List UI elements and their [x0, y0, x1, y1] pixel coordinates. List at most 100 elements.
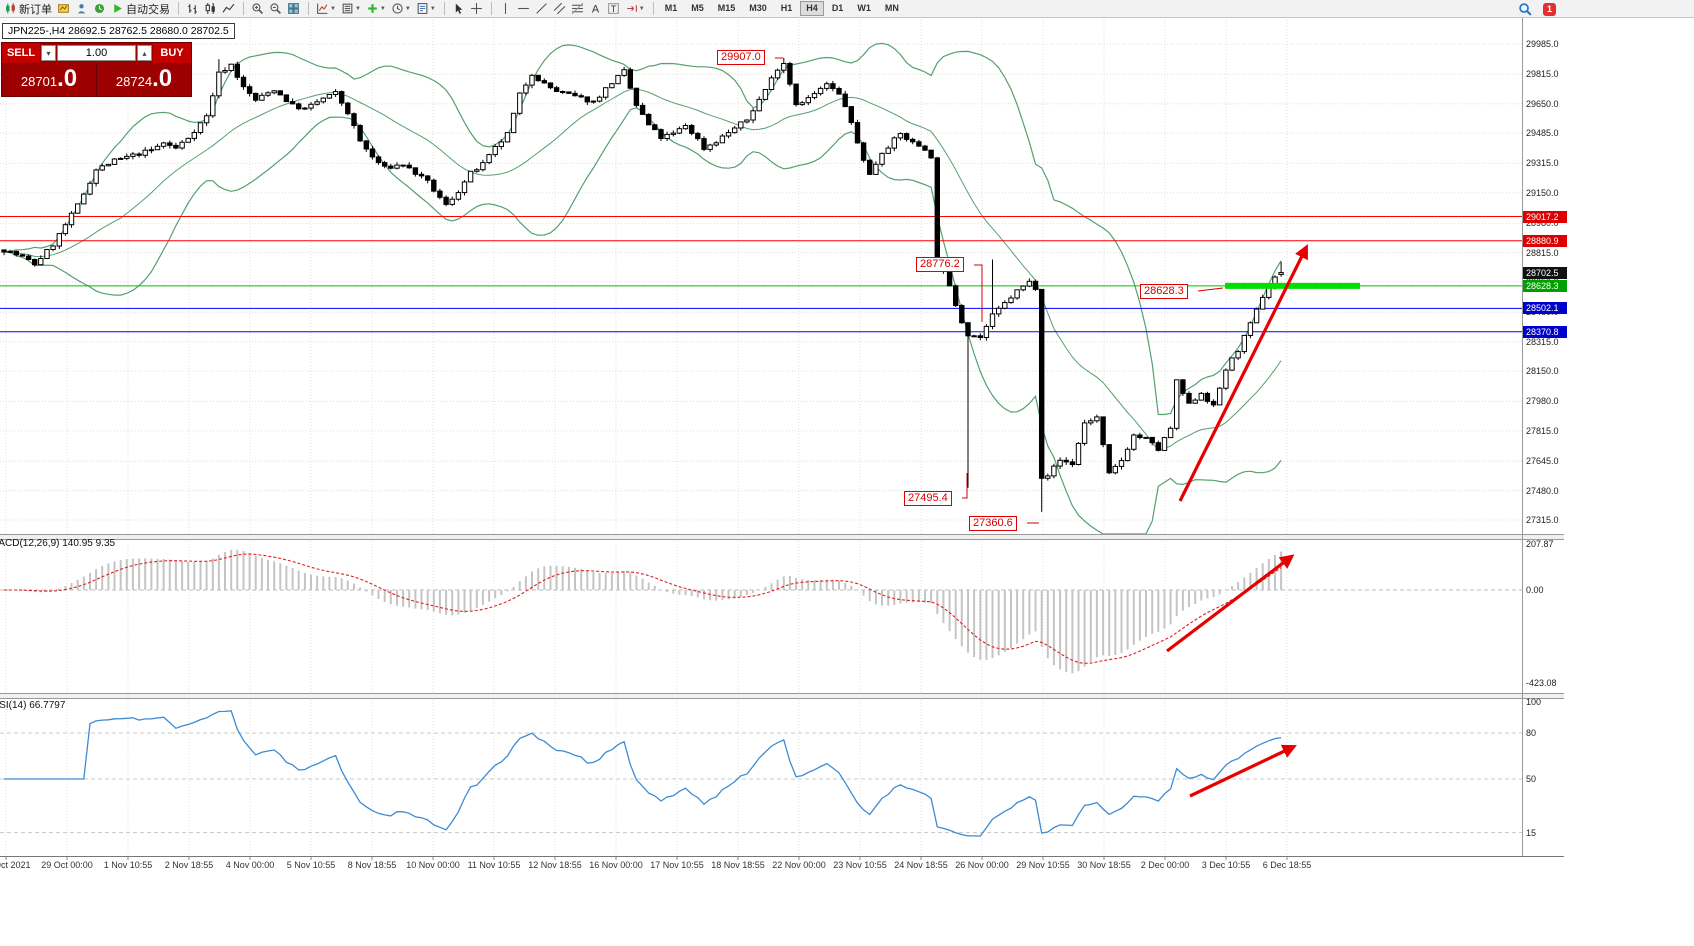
new-order-button[interactable]: 新订单	[2, 1, 54, 17]
macd-signal-line	[4, 553, 1282, 664]
toolbar-separator	[243, 2, 244, 15]
support-resistance-lines[interactable]	[0, 216, 1522, 333]
zoom-in-button[interactable]	[249, 1, 266, 17]
arrows-button[interactable]: ▼	[623, 1, 647, 17]
charts-button[interactable]	[55, 1, 72, 17]
new-order-icon	[6, 3, 15, 14]
toolbar-button-label: 新订单	[19, 3, 52, 16]
one-click-trading-panel: SELL ▾ 1.00 ▴ BUY 28701.0 28724.0	[1, 42, 192, 97]
add-indicator-icon	[368, 4, 377, 13]
equidistant-channel-button[interactable]	[551, 1, 568, 17]
chevron-down-icon: ▼	[429, 5, 436, 12]
rsi-level-lines	[0, 732, 1522, 834]
tile-windows-button[interactable]	[285, 1, 302, 17]
sell-button[interactable]: SELL	[2, 43, 40, 63]
indicators-button[interactable]: ▼	[314, 1, 338, 17]
timeframe-m5-button[interactable]: M5	[691, 3, 704, 13]
volume-decrease-button[interactable]: ▾	[41, 45, 56, 61]
timeframe-m15-button[interactable]: M15	[717, 3, 736, 13]
cursor-button[interactable]	[450, 1, 467, 17]
channel-icon	[553, 2, 566, 15]
macd-panel[interactable]	[0, 540, 1522, 693]
periods-button[interactable]: ▼	[389, 1, 413, 17]
horizontal-line-button[interactable]	[515, 1, 532, 17]
market-watch-button[interactable]	[91, 1, 108, 17]
search-button[interactable]	[1516, 1, 1534, 17]
timeframe-m1-button[interactable]: M1	[664, 3, 678, 13]
crosshair-button[interactable]	[468, 1, 485, 17]
toolbar-separator	[178, 2, 179, 15]
chevron-down-icon: ▼	[354, 5, 361, 12]
trendline-icon	[536, 3, 547, 14]
text-button[interactable]: A	[587, 1, 604, 17]
trend-arrows[interactable]	[1166, 244, 1308, 798]
volume-increase-button[interactable]: ▴	[137, 45, 152, 61]
macd-histogram	[9, 549, 1283, 674]
zoom-out-button[interactable]	[267, 1, 284, 17]
toolbar-separator	[308, 2, 309, 15]
add-indicator-button[interactable]: ▼	[364, 1, 388, 17]
toolbar-separator	[652, 2, 654, 15]
timeframe-mn-button[interactable]: MN	[884, 3, 899, 13]
buy-price-int: 28724	[115, 74, 153, 89]
buy-button[interactable]: BUY	[153, 43, 191, 63]
sell-price[interactable]: 28701.0	[2, 63, 96, 96]
market-watch-icon	[94, 3, 105, 14]
toolbar-right: 1	[1516, 2, 1556, 16]
periods-icon	[392, 3, 403, 14]
charts-icon	[58, 4, 69, 13]
rsi-line	[4, 710, 1282, 837]
callout-leader-lines	[775, 57, 1224, 524]
templates-icon	[417, 3, 428, 14]
main-chart-panel[interactable]	[0, 18, 1522, 534]
svg-text:A: A	[592, 3, 600, 15]
fibonacci-icon	[571, 2, 584, 15]
crosshair-icon	[470, 3, 482, 14]
auto-trading-button[interactable]: 自动交易	[109, 1, 172, 17]
volume-input[interactable]: 1.00	[57, 45, 136, 61]
notifications-badge[interactable]: 1	[1543, 2, 1556, 16]
fibonacci-button[interactable]	[569, 1, 586, 17]
vertical-line-button[interactable]	[497, 1, 514, 17]
timeframe-w1-button[interactable]: W1	[857, 3, 871, 13]
timeframe-h4-button[interactable]: H4	[800, 1, 824, 16]
timeframe-m30-button[interactable]: M30	[749, 3, 767, 13]
sell-price-frac: .0	[57, 65, 78, 92]
vline-icon	[504, 3, 506, 14]
timeframe-d1-button[interactable]: D1	[831, 3, 844, 13]
label-icon: T	[607, 3, 619, 14]
toolbar-separator	[490, 2, 492, 15]
line-chart-button[interactable]	[220, 1, 237, 17]
toolbar: 新订单 自动交易 ▼ ▼ ▼ ▼ ▼ A T ▼ M1 M5 M15 M30 H1 H4 D1 W1 MN 1	[0, 0, 1694, 18]
timeframe-h1-button[interactable]: H1	[780, 3, 793, 13]
objects-list-button[interactable]: ▼	[339, 1, 363, 17]
text-icon: A	[592, 3, 600, 15]
bar-chart-button[interactable]	[184, 1, 201, 17]
chevron-down-icon: ▼	[330, 5, 336, 12]
profile-icon	[77, 4, 86, 14]
toolbar-items: 新订单 自动交易 ▼ ▼ ▼ ▼ ▼ A T ▼ M1 M5 M15 M30 H1 H4 D1 W1 MN	[2, 1, 907, 17]
buy-price[interactable]: 28724.0	[96, 63, 191, 96]
templates-button[interactable]: ▼	[414, 1, 438, 17]
zoom-in-icon	[252, 3, 263, 14]
symbol-info: JPN225-,H4 28692.5 28762.5 28680.0 28702…	[2, 23, 235, 39]
panel-separators	[0, 18, 1564, 857]
chevron-down-icon: ▼	[638, 5, 645, 12]
profile-button[interactable]	[73, 1, 90, 17]
zoom-out-icon	[270, 3, 281, 14]
auto-trading-icon	[114, 4, 122, 13]
time-axis[interactable]	[0, 857, 1522, 875]
toolbar-separator	[443, 2, 445, 15]
symbol-ohlc-text: JPN225-,H4 28692.5 28762.5 28680.0 28702…	[8, 25, 229, 37]
svg-text:T: T	[610, 4, 616, 14]
tile-windows-icon	[288, 3, 299, 14]
chevron-down-icon: ▼	[404, 5, 411, 12]
price-axis[interactable]	[1522, 18, 1566, 856]
sell-price-int: 28701	[20, 74, 58, 89]
rsi-panel[interactable]	[0, 699, 1522, 856]
trendline-button[interactable]	[533, 1, 550, 17]
text-label-button[interactable]: T	[605, 1, 622, 17]
candlestick-chart-button[interactable]	[202, 1, 219, 17]
candles-icon	[205, 3, 215, 14]
search-icon	[1519, 3, 1532, 16]
